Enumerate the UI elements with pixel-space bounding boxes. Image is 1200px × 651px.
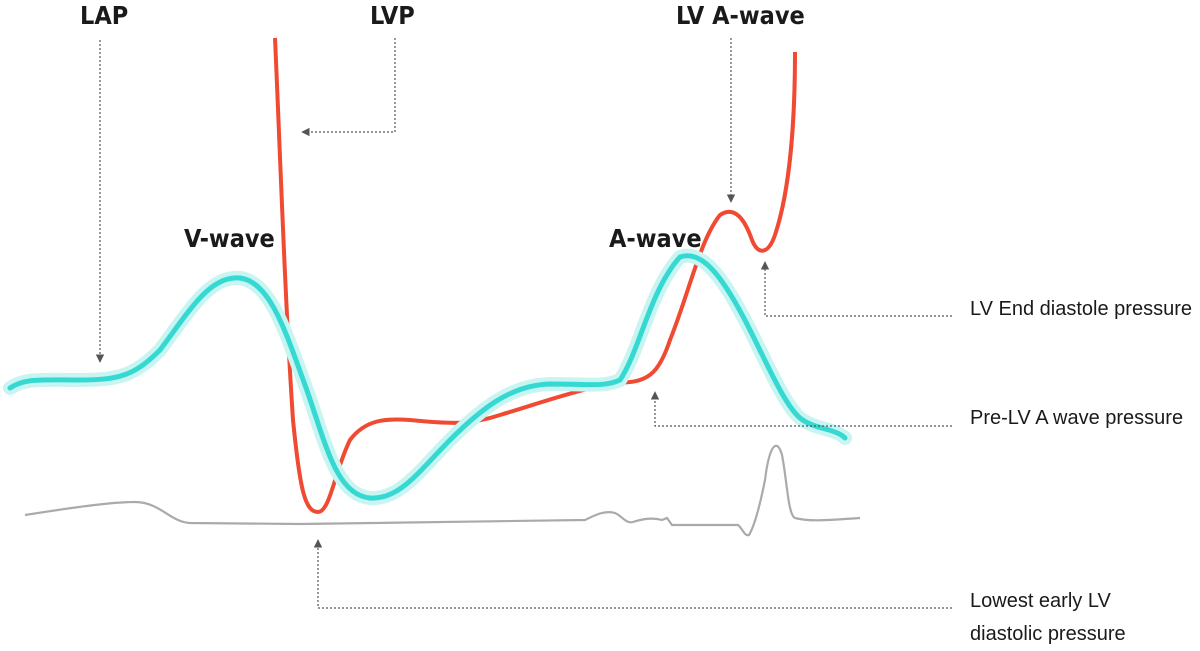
lvp-leader: [301, 38, 396, 137]
lap-label: LAP: [80, 1, 128, 30]
lowest-leader: [313, 539, 952, 609]
lap-curve: [7, 253, 848, 501]
lv-end-label: LV End diastole pressure: [970, 298, 1192, 320]
pre-lv-leader: [650, 391, 952, 427]
lv-end-leader: [760, 261, 952, 317]
lowest-label: diastolic pressure: [970, 623, 1126, 645]
ecg-trace: [24, 444, 861, 537]
lvp-curve: [273, 37, 797, 515]
v-wave-label: V-wave: [184, 224, 275, 253]
pre-lv-label: Pre-LV A wave pressure: [970, 407, 1183, 429]
a-wave-label: A-wave: [609, 224, 702, 253]
lowest-label: Lowest early LV: [970, 590, 1111, 612]
lvp-label: LVP: [370, 1, 415, 30]
lv-a-wave-label: LV A-wave: [676, 1, 805, 30]
